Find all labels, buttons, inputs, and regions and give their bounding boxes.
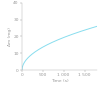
X-axis label: Time (s): Time (s)	[51, 79, 68, 83]
Y-axis label: Δm (mg): Δm (mg)	[8, 27, 12, 46]
